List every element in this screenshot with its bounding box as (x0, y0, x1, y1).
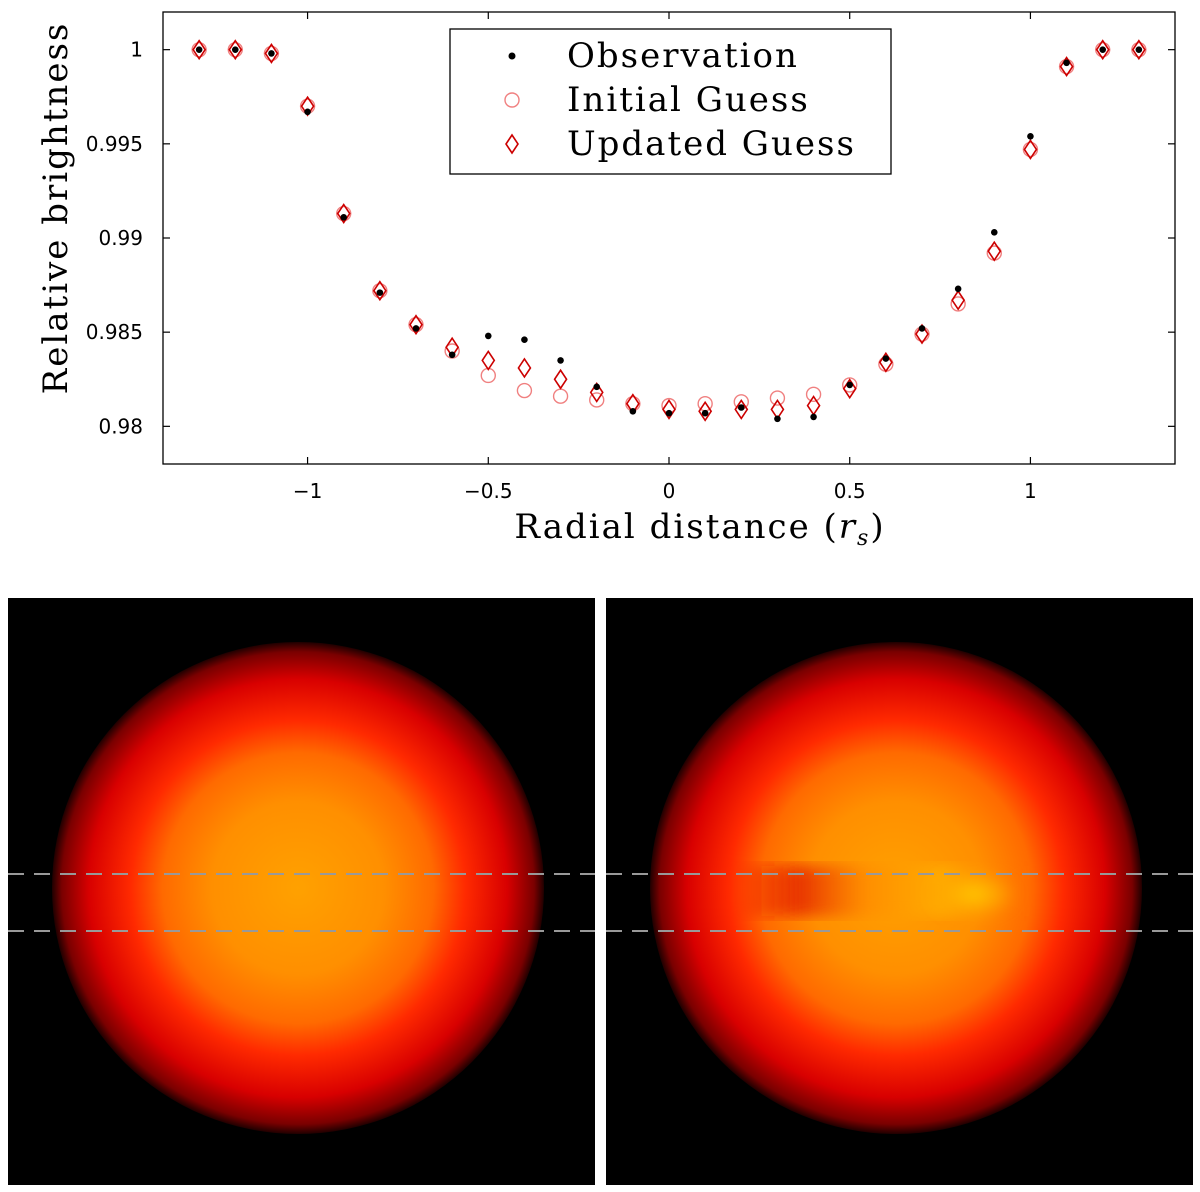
point-updated-guess (1023, 139, 1038, 160)
point-observation (557, 357, 564, 364)
point-updated-guess (951, 289, 966, 311)
point-observation (484, 332, 492, 340)
point-observation (918, 325, 926, 332)
y-tick-label: 0.985 (86, 320, 143, 344)
point-updated-guess (662, 398, 676, 420)
point-initial-guess (516, 382, 533, 399)
legend-marker-updated-guess (505, 133, 519, 155)
point-observation (629, 407, 637, 415)
point-observation (1099, 46, 1107, 53)
point-initial-guess (805, 386, 822, 403)
x-tick-label: 1 (1024, 479, 1037, 503)
point-updated-guess (481, 349, 496, 371)
point-observation (268, 50, 275, 57)
point-updated-guess (1059, 56, 1074, 78)
point-updated-guess (698, 400, 713, 422)
point-observation (376, 289, 384, 296)
y-axis-label: Relative brightness (36, 22, 76, 395)
legend-marker-initial-guess (504, 92, 520, 108)
x-axis-ticks: −1 −0.5 0 0.5 1 (293, 12, 1037, 503)
point-updated-guess (372, 280, 387, 302)
point-observation (882, 355, 890, 362)
point-observation (593, 383, 601, 391)
point-observation (1135, 46, 1143, 53)
y-tick-label: 0.99 (98, 226, 143, 250)
y-axis-ticks: 0.98 0.985 0.99 0.995 1 (86, 38, 1175, 438)
stellar-disk (52, 642, 544, 1134)
point-observation (954, 285, 962, 293)
x-tick-label: 0 (663, 479, 676, 503)
x-tick-label: 0.5 (834, 479, 866, 503)
legend-box (449, 28, 892, 175)
hot-spot (928, 868, 1020, 920)
point-observation (774, 415, 781, 423)
point-updated-guess (589, 381, 604, 403)
point-updated-guess (734, 398, 749, 420)
point-observation (340, 213, 348, 221)
legend-label-updated-guess: Updated Guess (567, 124, 856, 164)
legend: Observation Initial Guess Updated Guess (449, 28, 892, 175)
point-observation (810, 413, 817, 421)
point-initial-guess (263, 45, 280, 62)
point-initial-guess (589, 392, 605, 408)
y-tick-label: 1 (130, 38, 143, 62)
point-initial-guess (227, 41, 243, 58)
point-initial-guess (372, 283, 388, 299)
y-tick-label: 0.98 (98, 414, 143, 438)
x-tick-label: −1 (293, 479, 322, 503)
point-initial-guess (552, 388, 569, 404)
point-observation (665, 409, 673, 417)
point-initial-guess (1022, 141, 1039, 158)
point-updated-guess (264, 42, 279, 64)
point-initial-guess (1131, 41, 1147, 58)
point-initial-guess (1095, 41, 1111, 58)
point-observation (1027, 133, 1034, 140)
point-updated-guess (1095, 39, 1110, 61)
point-observation (990, 229, 998, 236)
point-observation (448, 351, 456, 359)
legend-marker-observation (508, 52, 516, 60)
point-observation (412, 325, 420, 332)
point-observation (304, 108, 311, 116)
point-observation (231, 46, 239, 53)
point-updated-guess (842, 378, 857, 400)
point-updated-guess (553, 368, 568, 390)
point-updated-guess (228, 39, 243, 61)
updated-guess-disk-image (606, 598, 1193, 1185)
point-updated-guess (336, 203, 351, 224)
initial-guess-disk-image (8, 598, 595, 1185)
point-observation (1063, 59, 1070, 67)
y-tick-label: 0.995 (86, 132, 143, 156)
point-updated-guess (409, 314, 423, 336)
point-updated-guess (300, 95, 315, 117)
brightness-chart: −1 −0.5 0 0.5 1 0.98 0.985 0.99 0.995 1 Radial d… (36, 11, 1176, 551)
point-updated-guess (987, 240, 1002, 262)
point-updated-guess (517, 357, 532, 379)
x-axis-label: Radial distance (rs) (514, 507, 885, 551)
point-observation (701, 409, 709, 417)
point-observation (195, 46, 203, 53)
point-updated-guess (1131, 39, 1146, 61)
point-initial-guess (842, 377, 858, 393)
point-observation (846, 381, 854, 389)
x-tick-label: −0.5 (464, 479, 513, 503)
data-series (191, 39, 1147, 423)
point-initial-guess (191, 41, 207, 58)
legend-label-initial-guess: Initial Guess (567, 80, 810, 120)
point-initial-guess (950, 296, 966, 312)
point-initial-guess (769, 390, 786, 406)
legend-label-observation: Observation (567, 36, 799, 76)
point-observation (737, 404, 745, 411)
point-observation (521, 336, 528, 344)
point-updated-guess (915, 323, 929, 345)
point-updated-guess (192, 39, 207, 61)
point-updated-guess (878, 351, 893, 373)
